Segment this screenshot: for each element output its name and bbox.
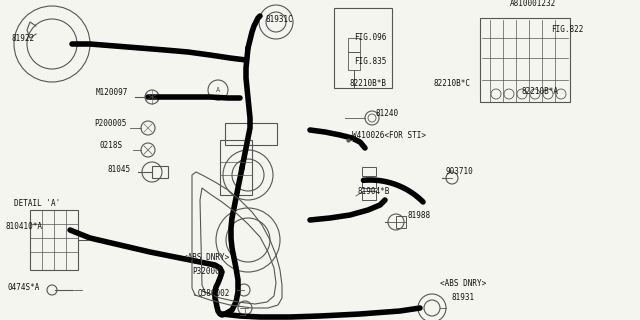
Text: 81931: 81931	[452, 293, 475, 302]
Bar	[362, 167, 376, 176]
Bar	[362, 191, 376, 200]
Text: 81904*B: 81904*B	[358, 187, 390, 196]
Bar	[30, 210, 78, 270]
Text: FIG.096: FIG.096	[354, 33, 387, 42]
Text: <ABS DNRY>: <ABS DNRY>	[440, 279, 486, 288]
Text: 0218S: 0218S	[100, 141, 123, 150]
Bar	[348, 38, 360, 52]
Text: 81240: 81240	[375, 109, 398, 118]
Bar	[225, 123, 277, 145]
Bar	[348, 52, 360, 70]
Text: <ABS DNRY>: <ABS DNRY>	[183, 253, 229, 262]
Bar	[480, 18, 570, 102]
Text: 903710: 903710	[445, 167, 473, 176]
Text: 82210B*A: 82210B*A	[521, 87, 558, 96]
Text: Q580002: Q580002	[198, 289, 230, 298]
Text: A810001232: A810001232	[510, 0, 556, 8]
Text: W410026<FOR STI>: W410026<FOR STI>	[352, 131, 426, 140]
Text: DETAIL 'A': DETAIL 'A'	[14, 199, 60, 208]
Text: M120097: M120097	[96, 88, 129, 97]
Bar	[362, 179, 376, 188]
Text: 81045: 81045	[108, 165, 131, 174]
Text: 82210B*C: 82210B*C	[434, 79, 471, 88]
Text: FIG.835: FIG.835	[354, 57, 387, 66]
Text: 81988: 81988	[408, 211, 431, 220]
Text: 810410*A: 810410*A	[5, 222, 42, 231]
Text: 82210B*B: 82210B*B	[350, 79, 387, 88]
Text: A: A	[216, 87, 220, 93]
Bar	[220, 140, 252, 195]
Text: P200005: P200005	[94, 119, 126, 128]
Bar	[396, 216, 406, 228]
Text: FIG.822: FIG.822	[551, 25, 584, 34]
Text: 0474S*A: 0474S*A	[8, 283, 40, 292]
Text: P320001: P320001	[192, 267, 225, 276]
Bar	[334, 8, 392, 88]
Bar	[152, 166, 168, 178]
Text: 81931C: 81931C	[265, 15, 292, 24]
Text: 81922: 81922	[12, 34, 35, 43]
